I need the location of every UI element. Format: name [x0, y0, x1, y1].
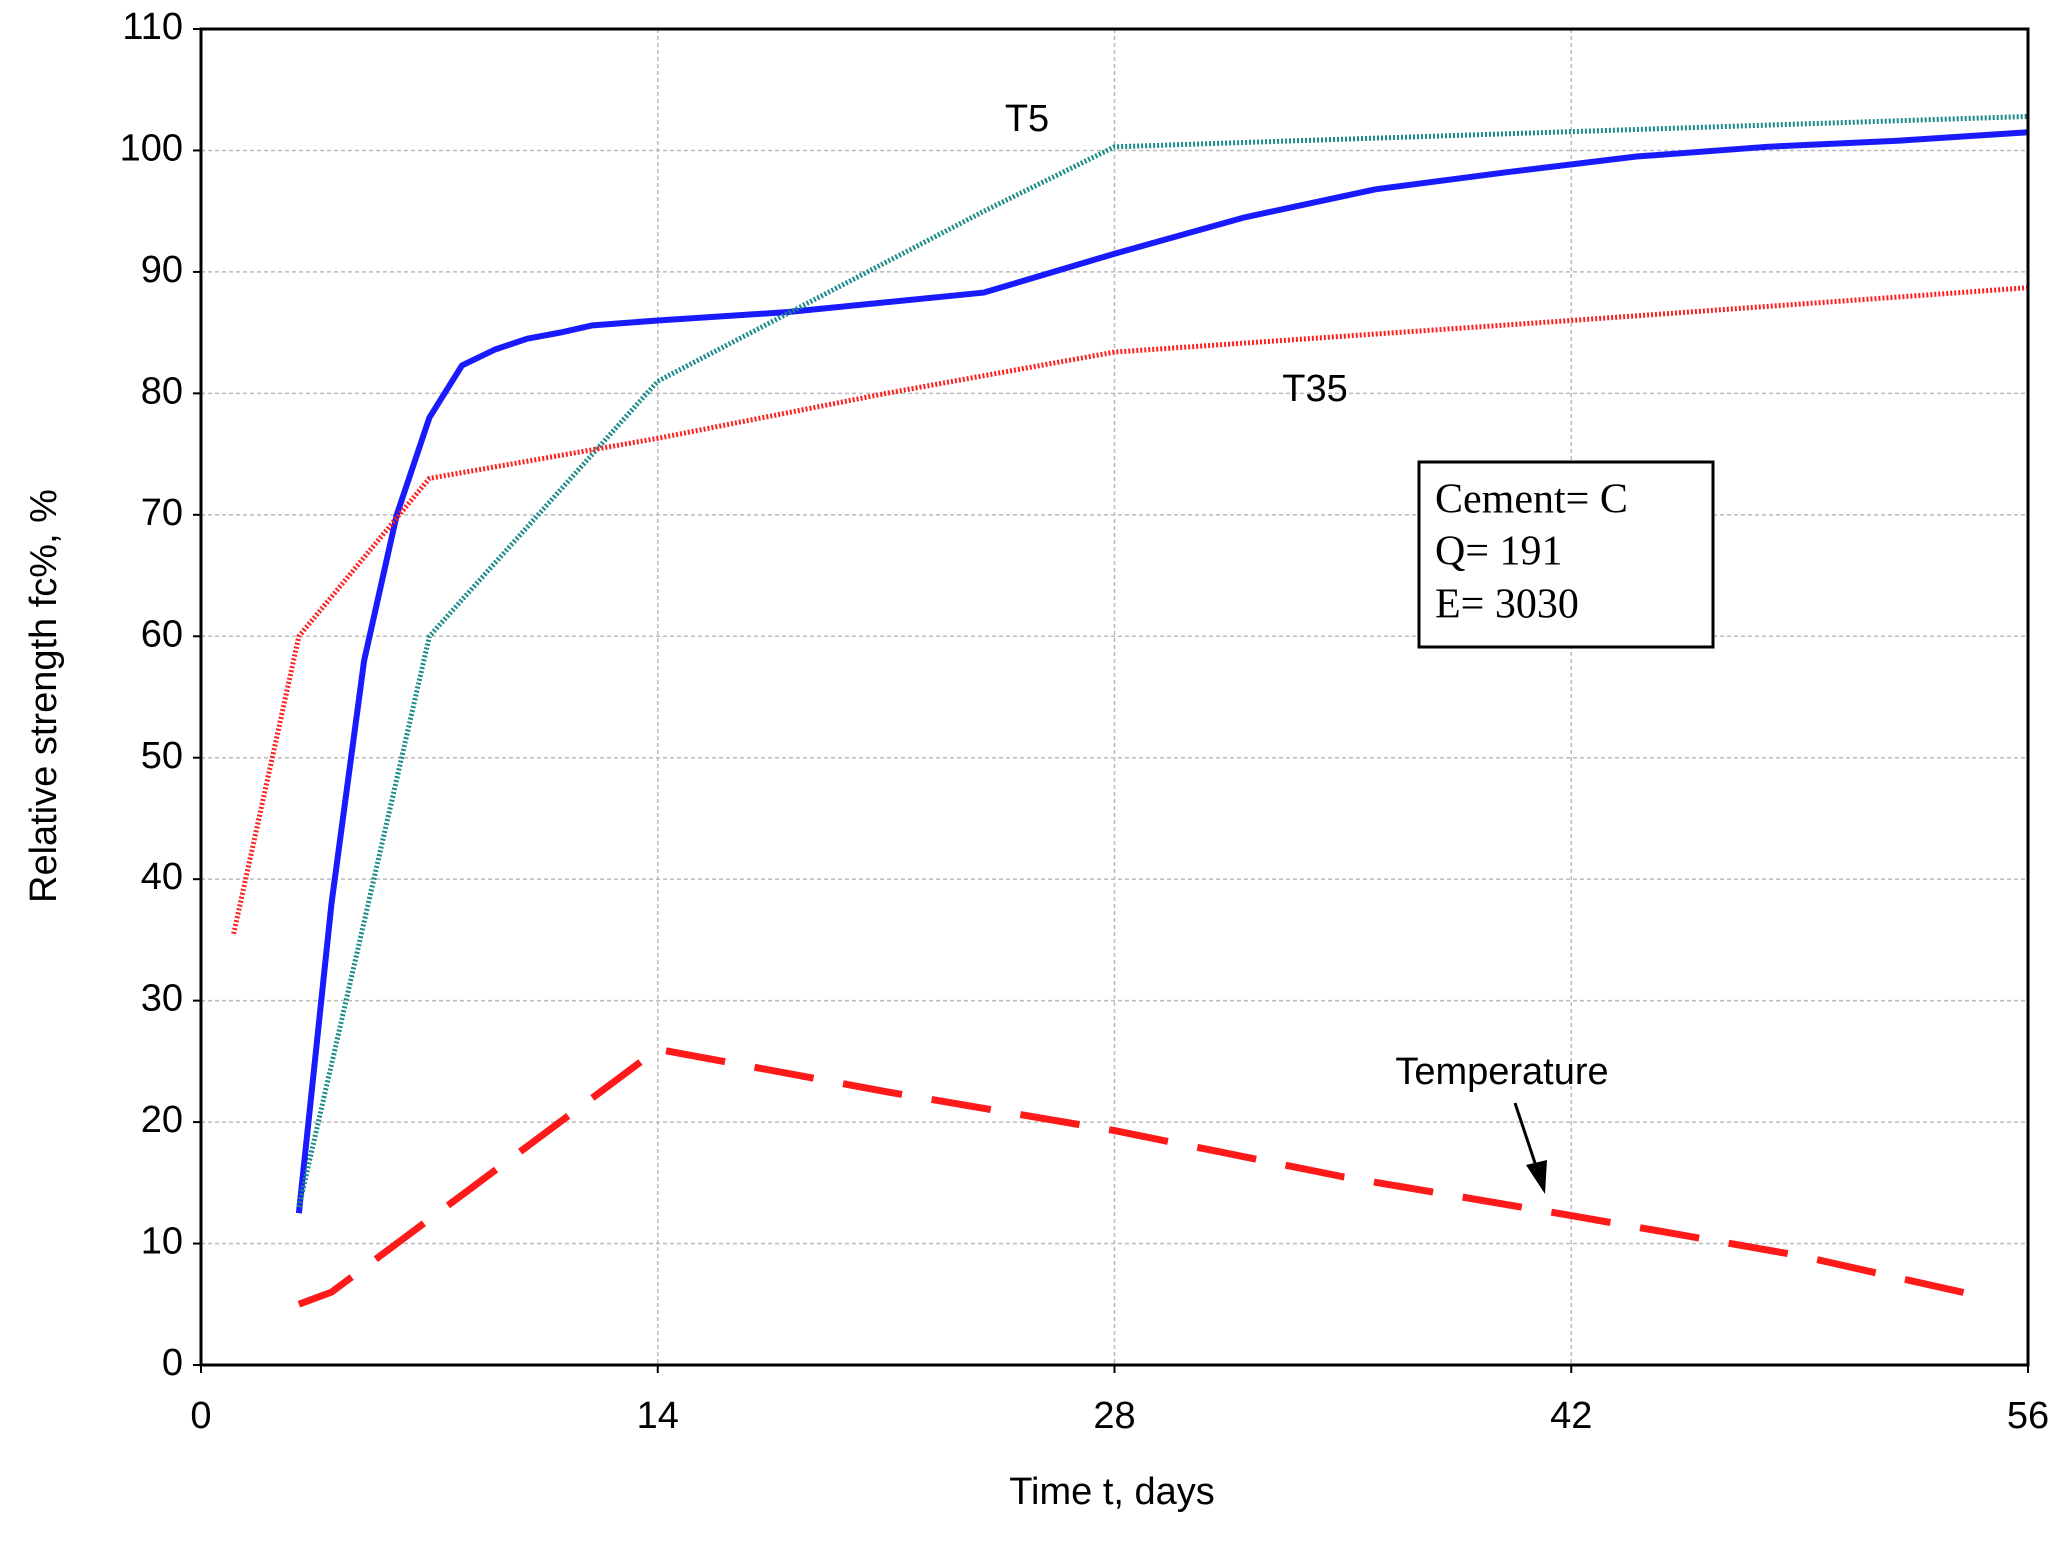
x-axis-label: Time t, days [1009, 1471, 1215, 1513]
x-tick-label: 56 [2007, 1395, 2049, 1437]
y-tick-label: 10 [141, 1221, 183, 1263]
y-tick-label: 70 [141, 492, 183, 534]
grid [200, 28, 2029, 1366]
info-text: E= 3030 [1435, 582, 1579, 628]
y-tick-label: 50 [141, 735, 183, 777]
series-line [231, 285, 2029, 935]
y-tick-label: 110 [122, 6, 183, 48]
y-tick-label: 30 [141, 978, 183, 1020]
y-tick-label: 80 [141, 370, 183, 412]
x-tick-label: 28 [1093, 1395, 1135, 1437]
y-axis-label: Relative strength fc%, % [23, 489, 65, 903]
y-tick-label: 100 [120, 127, 183, 169]
series-label: T35 [1282, 368, 1347, 410]
series-label: T5 [1005, 98, 1049, 140]
series-label: Temperature [1395, 1051, 1608, 1093]
x-tick-label: 42 [1550, 1395, 1592, 1437]
info-text: Q= 191 [1435, 529, 1563, 575]
x-tick-label: 14 [637, 1395, 679, 1437]
series-line [297, 1045, 1990, 1308]
y-tick-label: 90 [141, 249, 183, 291]
lines [231, 113, 2029, 1308]
series-line [296, 113, 2029, 1208]
y-tick-label: 40 [141, 856, 183, 898]
info-text: Cement= C [1435, 477, 1628, 523]
x-tick-label: 0 [190, 1395, 211, 1437]
series-line [295, 129, 2029, 1214]
y-tick-label: 0 [162, 1342, 183, 1384]
y-tick-label: 20 [141, 1099, 183, 1141]
arrow-shaft [1513, 1102, 1540, 1173]
y-tick-label: 60 [141, 613, 183, 655]
arrow-head [1526, 1160, 1547, 1194]
info-box [1417, 460, 1715, 649]
